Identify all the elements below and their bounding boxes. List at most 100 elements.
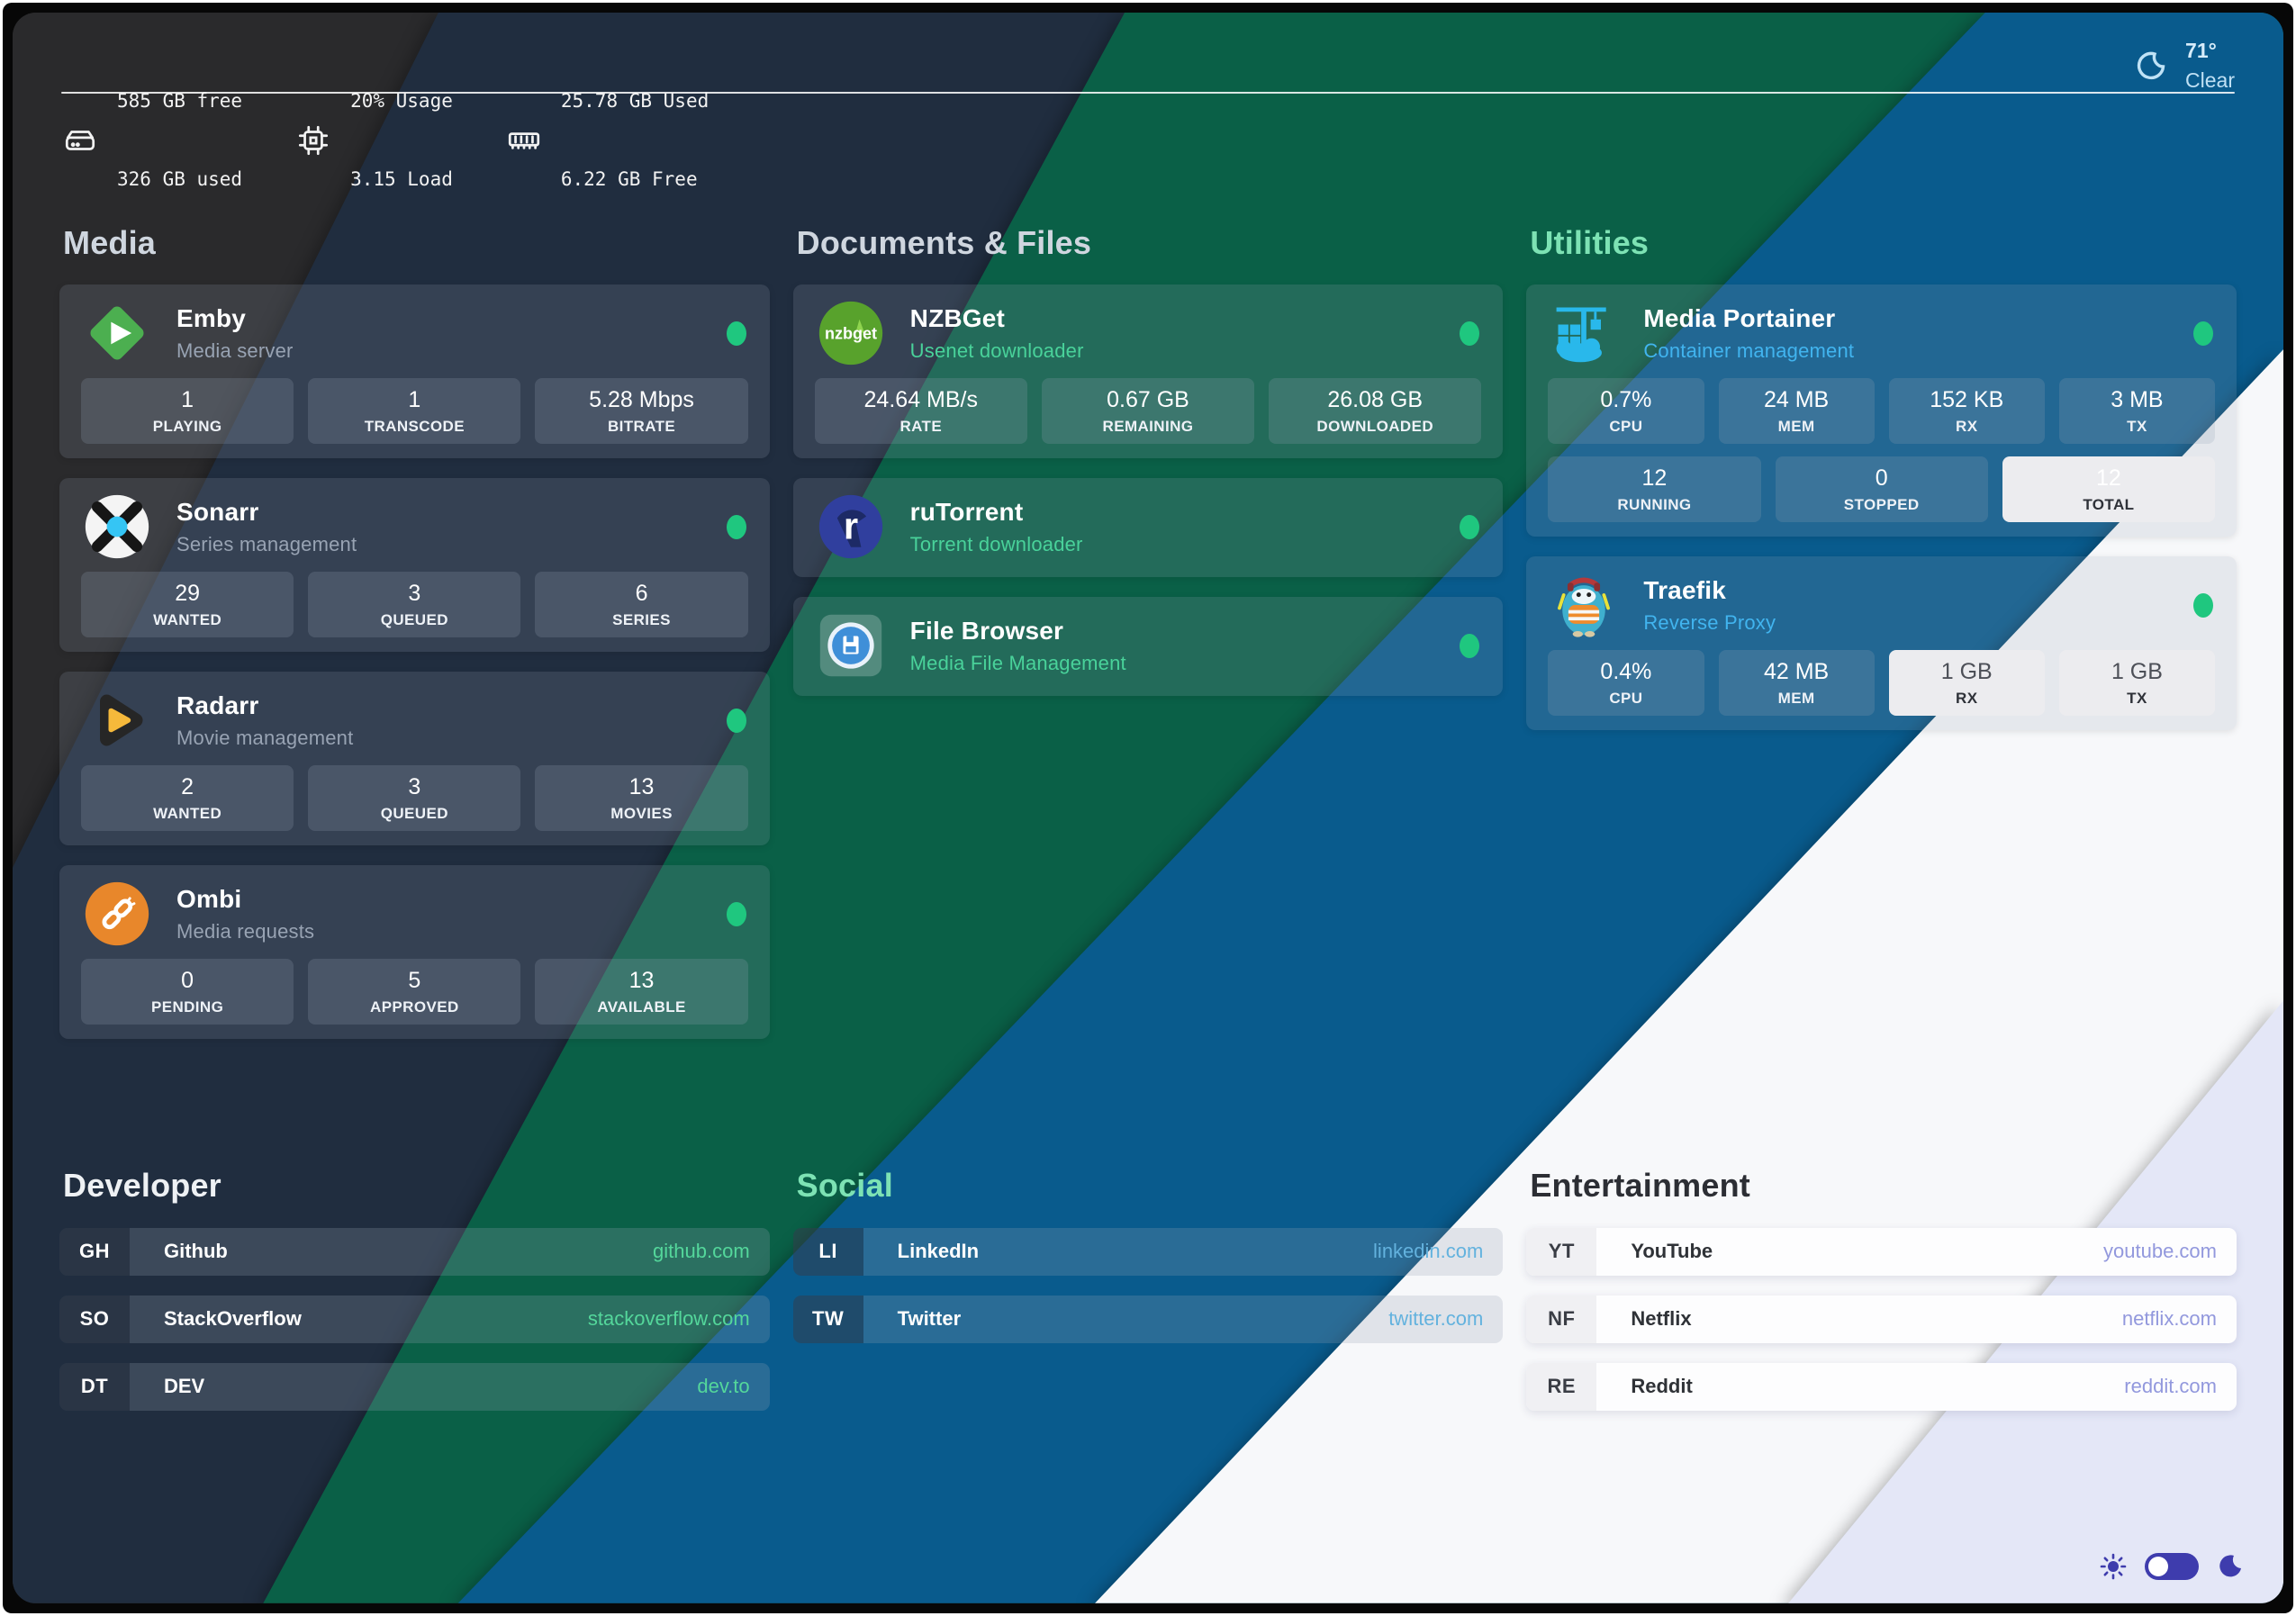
stat-available: 13 AVAILABLE [535,959,748,1025]
link-url: reddit.com [2124,1375,2217,1398]
service-card-radarr[interactable]: Radarr Movie management 2 WANTED 3 QUEUED … [59,672,770,846]
link-name: Twitter [897,1307,962,1331]
service-card-rutorrent[interactable]: r ruTorrent Torrent downloader [792,478,1504,578]
hard-drive-icon [65,131,95,150]
link-tag: DT [59,1362,130,1411]
traefik-icon [1550,571,1618,639]
status-dot [726,901,746,926]
section-utilities: Utilities Media Portainer Container mana… [1526,224,2237,750]
ombi-icon [83,880,151,948]
section-title-developer: Developer [63,1167,221,1205]
stat-rx: 152 KB RX [1888,378,2045,445]
stat-rate: 24.64 MB/s RATE [814,378,1027,445]
theme-toggle [2100,1553,2244,1580]
link-reddit[interactable]: RE Reddit reddit.com [1526,1362,2237,1411]
service-title: Sonarr [176,497,259,526]
status-dot [1460,633,1480,658]
service-title: Traefik [1643,575,1727,604]
stat-downloaded: 26.08 GB DOWNLOADED [1269,378,1482,445]
service-card-nzbget[interactable]: nzbget NZBGet Usenet downloader 24.64 MB… [792,284,1504,459]
section-media: Media Emby Media server 1 PLAYING 1 TRANSC… [59,224,770,1059]
weather-condition: Clear [2185,68,2235,93]
sun-icon [2100,1553,2127,1580]
dashboard-page: 585 GB free 326 GB used 20% Usage 3.15 L… [13,13,2283,1603]
link-stackoverflow[interactable]: SO StackOverflow stackoverflow.com [59,1295,770,1343]
service-subtitle: Movie management [176,726,354,749]
stat-cpu: 0.7% CPU [1548,378,1704,445]
link-netflix[interactable]: NF Netflix netflix.com [1526,1295,2237,1343]
link-tag: RE [1526,1362,1597,1411]
stat-total: 12 TOTAL [2002,456,2215,523]
stat-transcode: 1 TRANSCODE [308,378,521,445]
service-card-ombi[interactable]: Ombi Media requests 0 PENDING 5 APPROVED 1… [59,865,770,1040]
sonarr-icon [83,492,151,561]
link-name: LinkedIn [897,1240,980,1263]
service-card-traefik[interactable]: Traefik Reverse Proxy 0.4% CPU 42 MB MEM 1… [1526,556,2237,731]
stat-rx: 1 GB RX [1888,650,2045,717]
link-url: dev.to [697,1375,750,1398]
switch-knob [2148,1557,2168,1576]
stat-bitrate: 5.28 Mbps BITRATE [535,378,748,445]
service-subtitle: Usenet downloader [909,339,1084,362]
service-title: NZBGet [909,303,1006,332]
moon-icon-toggle [2219,1555,2241,1577]
cpu-icon [299,125,329,155]
memory-icon [508,132,539,149]
status-dot [2193,320,2213,346]
status-dot [1460,514,1480,539]
service-card-portainer[interactable]: Media Portainer Container management 0.7… [1526,284,2237,537]
link-twitter[interactable]: TW Twitter twitter.com [792,1295,1504,1343]
emby-icon [83,299,151,367]
link-youtube[interactable]: YT YouTube youtube.com [1526,1227,2237,1276]
stat-remaining: 0.67 GB REMAINING [1041,378,1255,445]
section-developer: Developer GH Github github.com SO StackO… [59,1167,770,1430]
section-title-entertainment: Entertainment [1530,1167,1750,1205]
stat-pending: 0 PENDING [81,959,294,1025]
stat-tx: 3 MB TX [2058,378,2216,445]
service-title: Media Portainer [1643,303,1836,332]
svg-text:r: r [844,505,858,547]
link-name: Netflix [1631,1307,1692,1331]
portainer-icon [1550,299,1618,367]
stat-stopped: 0 STOPPED [1775,456,1988,523]
section-title-utilities: Utilities [1530,224,1650,261]
service-title: ruTorrent [909,497,1024,526]
window-frame: 585 GB free 326 GB used 20% Usage 3.15 L… [3,3,2293,1613]
cpu-load: 3.15 Load [350,167,453,190]
service-subtitle: Series management [176,532,357,555]
service-subtitle: Media File Management [909,651,1126,674]
service-subtitle: Torrent downloader [909,532,1083,555]
link-url: stackoverflow.com [587,1307,750,1331]
service-subtitle: Media requests [176,919,315,943]
stat-running: 12 RUNNING [1548,456,1761,523]
status-dot [726,708,746,733]
section-documents: Documents & Files nzbget NZBGet Usenet d… [792,224,1504,716]
link-name: Reddit [1631,1375,1693,1398]
section-title-documents: Documents & Files [796,224,1092,261]
link-github[interactable]: GH Github github.com [59,1227,770,1276]
nzbget-icon: nzbget [817,299,885,367]
svg-text:nzbget: nzbget [825,325,877,343]
link-name: Github [164,1240,228,1263]
service-title: Radarr [176,691,259,719]
disk-used: 326 GB used [117,167,243,190]
stat-mem: 24 MB MEM [1718,378,1875,445]
ram-free: 6.22 GB Free [560,167,698,190]
service-title: Emby [176,303,247,332]
link-tag: TW [792,1295,863,1343]
link-dev[interactable]: DT DEV dev.to [59,1362,770,1411]
service-card-filebrowser[interactable]: File Browser Media File Management [792,597,1504,697]
service-card-sonarr[interactable]: Sonarr Series management 29 WANTED 3 QUEUE… [59,478,770,653]
link-tag: GH [59,1227,130,1276]
service-subtitle: Reverse Proxy [1643,610,1776,634]
disk-stats: 585 GB free 326 GB used [61,36,242,245]
link-linkedin[interactable]: LI LinkedIn linkedin.com [792,1227,1504,1276]
link-url: linkedin.com [1373,1240,1484,1263]
section-title-social: Social [796,1167,893,1205]
topbar-divider [61,92,2235,94]
theme-switch[interactable] [2145,1553,2199,1580]
stat-approved: 5 APPROVED [308,959,521,1025]
link-tag: LI [792,1227,863,1276]
service-card-emby[interactable]: Emby Media server 1 PLAYING 1 TRANSCODE 5.… [59,284,770,459]
link-url: github.com [653,1240,750,1263]
